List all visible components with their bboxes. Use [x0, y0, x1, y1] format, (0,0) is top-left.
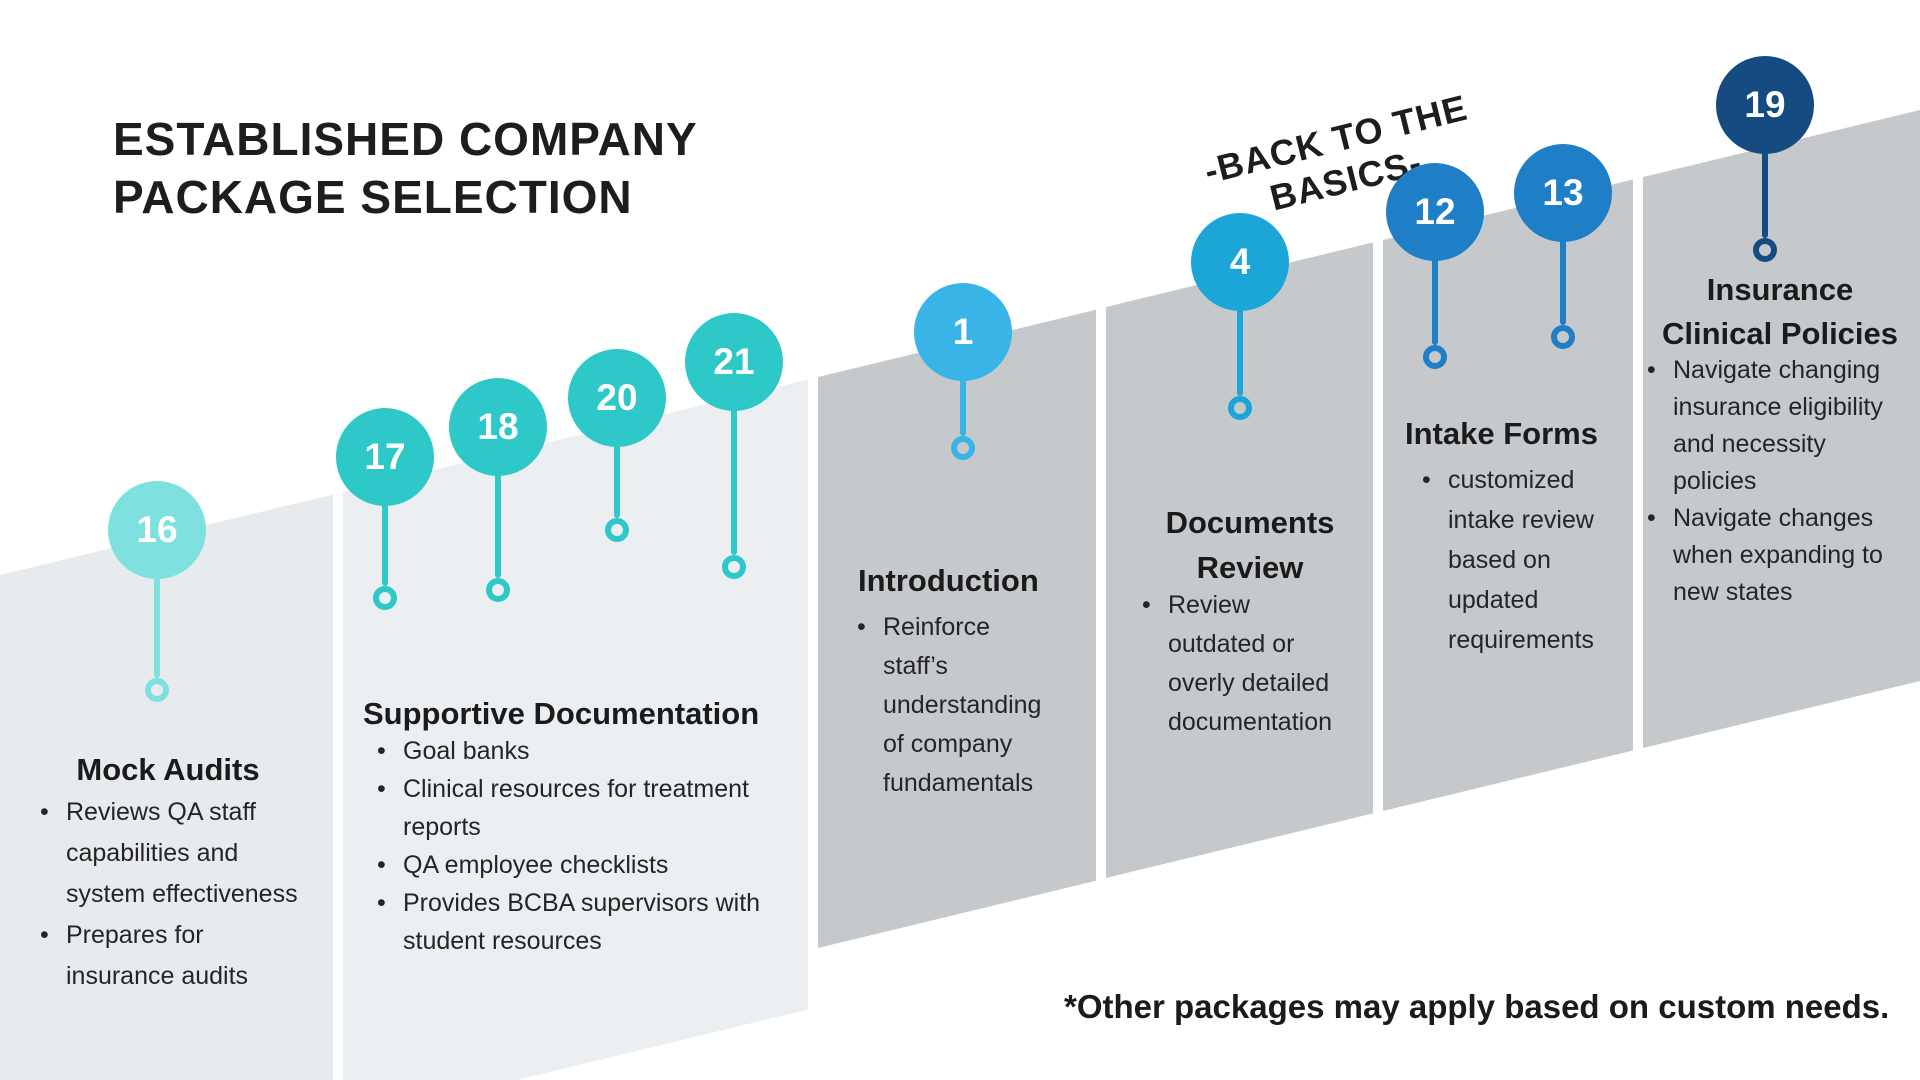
- section-title-introduction: Introduction: [858, 563, 1039, 599]
- pin-18-head: 18: [449, 378, 547, 476]
- pin-21-number: 21: [713, 341, 755, 382]
- bullet-item: Navigate changing insurance eligibility …: [1645, 352, 1901, 500]
- pin-20-ring: [605, 518, 629, 542]
- pin-20-stem: [614, 439, 620, 518]
- pin-1-stem: [960, 373, 966, 436]
- section-title-line: Supportive Documentation: [363, 696, 760, 731]
- section-title-insurance-clinical-policies: Insurance Clinical Policies: [1641, 268, 1919, 356]
- page-title: ESTABLISHED COMPANY PACKAGE SELECTION: [113, 113, 697, 223]
- bullet-list-introduction: Reinforce staff’s understanding of compa…: [855, 608, 1055, 803]
- pin-13-ring: [1551, 325, 1575, 349]
- pin-17-head: 17: [336, 408, 434, 506]
- pin-19-ring: [1753, 238, 1777, 262]
- bullet-list-insurance-clinical-policies: Navigate changing insurance eligibility …: [1645, 352, 1901, 611]
- pin-1-head: 1: [914, 283, 1012, 381]
- pin-12-number: 12: [1414, 191, 1456, 232]
- pin-19-head: 19: [1716, 56, 1814, 154]
- pin-19-stem: [1762, 146, 1768, 238]
- bullet-item: Provides BCBA supervisors with student r…: [375, 884, 793, 960]
- section-title-supportive-documentation: Supportive Documentation: [363, 696, 759, 732]
- bullet-item: Reinforce staff’s understanding of compa…: [855, 608, 1055, 803]
- pin-4-number: 4: [1229, 241, 1251, 282]
- pin-17-number: 17: [364, 436, 406, 477]
- pin-18-ring: [486, 578, 510, 602]
- pin-17-ring: [373, 586, 397, 610]
- pin-18-number: 18: [477, 406, 519, 447]
- pin-21-head: 21: [685, 313, 783, 411]
- pin-13-stem: [1560, 234, 1566, 325]
- pin-16-head: 16: [108, 481, 206, 579]
- section-title-line: Introduction: [858, 563, 1039, 598]
- pin-16-stem: [154, 571, 160, 678]
- bullet-list-supportive-documentation: Goal banks Clinical resources for treatm…: [375, 732, 793, 960]
- section-title-line: Review: [1196, 550, 1304, 585]
- bullet-item: customized intake review based on update…: [1420, 460, 1604, 660]
- pin-18-stem: [495, 468, 501, 578]
- pin-21-stem: [731, 403, 737, 555]
- section-title-line: Mock Audits: [76, 752, 260, 787]
- pin-12-head: 12: [1386, 163, 1484, 261]
- pin-12-ring: [1423, 345, 1447, 369]
- section-title-mock-audits: Mock Audits: [28, 752, 308, 788]
- bullet-list-documents-review: Review outdated or overly detailed docum…: [1140, 586, 1338, 742]
- footnote: *Other packages may apply based on custo…: [1064, 988, 1890, 1025]
- pin-4-ring: [1228, 396, 1252, 420]
- pin-20-head: 20: [568, 349, 666, 447]
- pin-1-number: 1: [952, 311, 974, 352]
- bullet-item: QA employee checklists: [375, 846, 793, 884]
- bullet-list-mock-audits: Reviews QA staff capabilities and system…: [38, 792, 316, 997]
- pin-19-number: 19: [1744, 84, 1786, 125]
- pin-17-stem: [382, 498, 388, 586]
- bullet-item: Navigate changes when expanding to new s…: [1645, 500, 1901, 611]
- pin-13-number: 13: [1542, 172, 1584, 213]
- pin-12-stem: [1432, 253, 1438, 345]
- section-title-documents-review: Documents Review: [1133, 500, 1367, 590]
- bullet-item: Prepares for insurance audits: [38, 915, 316, 997]
- section-title-line: Documents: [1165, 505, 1335, 540]
- pin-20-number: 20: [596, 377, 638, 418]
- section-title-intake-forms: Intake Forms: [1405, 416, 1598, 452]
- section-title-line: Intake Forms: [1405, 416, 1598, 451]
- section-title-line: Clinical Policies: [1661, 316, 1899, 351]
- pin-13-head: 13: [1514, 144, 1612, 242]
- pin-16-number: 16: [136, 509, 178, 550]
- pin-16-ring: [145, 678, 169, 702]
- pin-1-ring: [951, 436, 975, 460]
- bullet-item: Reviews QA staff capabilities and system…: [38, 792, 316, 915]
- bullet-item: Review outdated or overly detailed docum…: [1140, 586, 1338, 742]
- pin-4-stem: [1237, 303, 1243, 396]
- bullet-item: Clinical resources for treatment reports: [375, 770, 793, 846]
- bullet-item: Goal banks: [375, 732, 793, 770]
- pin-4-head: 4: [1191, 213, 1289, 311]
- bullet-list-intake-forms: customized intake review based on update…: [1420, 460, 1604, 660]
- pin-21-ring: [722, 555, 746, 579]
- section-title-line: Insurance: [1706, 272, 1854, 307]
